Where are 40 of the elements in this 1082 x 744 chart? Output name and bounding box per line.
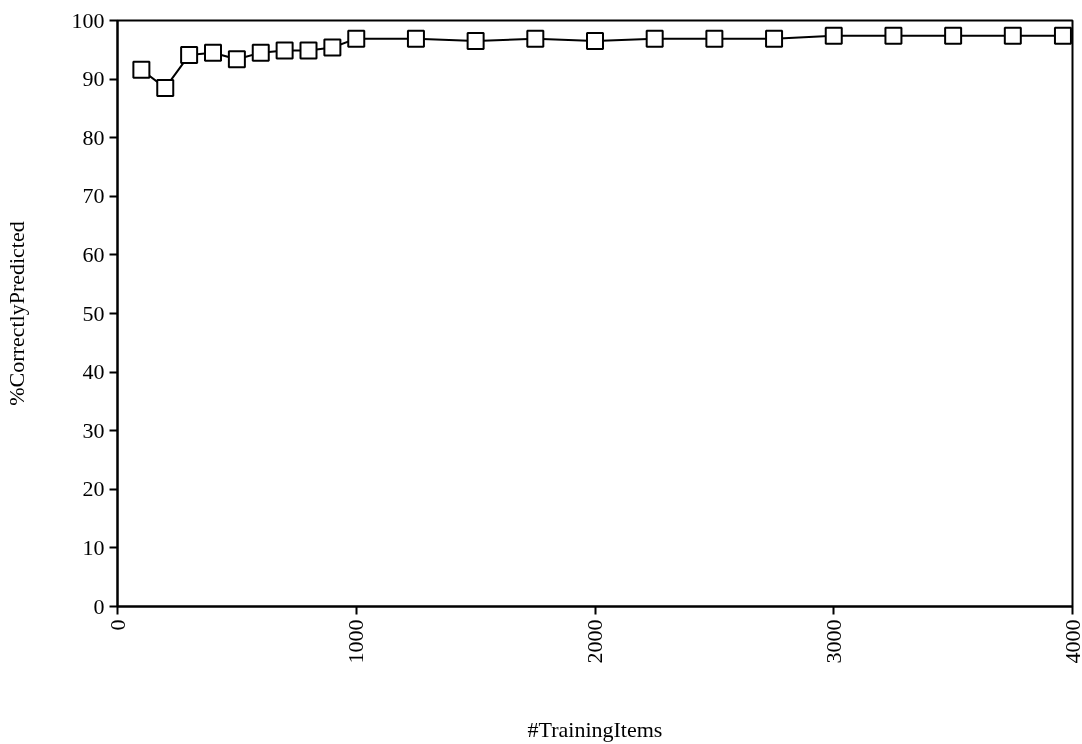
x-tick-label: 2000	[582, 619, 607, 664]
point	[227, 50, 246, 69]
y-axis-title: %CorrectlyPredicted	[3, 221, 29, 406]
point	[323, 38, 342, 57]
point	[586, 32, 604, 51]
point	[299, 41, 318, 60]
point	[1003, 26, 1022, 45]
y-tick-label: 40	[82, 359, 105, 385]
point	[705, 29, 724, 48]
y-tick-label: 10	[82, 534, 105, 560]
y-tick-label: 30	[82, 417, 105, 443]
point	[132, 60, 151, 79]
point	[251, 43, 270, 62]
point	[884, 26, 903, 45]
x-tick-label: 1000	[343, 619, 369, 664]
y-tick-label: 20	[82, 476, 105, 502]
x-tick-label: 3000	[820, 619, 846, 664]
x-tick-label: 4000	[1059, 619, 1082, 664]
x-axis-title: #TrainingItems	[527, 716, 663, 742]
point	[275, 41, 294, 60]
x-tick-label: 0	[104, 619, 130, 631]
point	[944, 26, 963, 45]
point	[824, 26, 843, 45]
point	[156, 78, 175, 97]
point	[526, 29, 545, 48]
point	[204, 43, 222, 62]
y-tick-label: 0	[93, 593, 105, 619]
point	[347, 29, 366, 48]
point	[1053, 26, 1072, 45]
point	[645, 29, 664, 48]
y-tick-label: 50	[82, 300, 105, 326]
y-tick-label: 60	[82, 241, 105, 267]
point	[180, 46, 199, 65]
point	[406, 29, 425, 48]
y-tick-label: 70	[82, 183, 105, 209]
point	[765, 29, 784, 48]
y-tick-label: 90	[82, 66, 105, 92]
y-tick-label: 100	[71, 7, 105, 33]
point	[466, 32, 485, 51]
y-tick-label: 80	[82, 124, 105, 150]
